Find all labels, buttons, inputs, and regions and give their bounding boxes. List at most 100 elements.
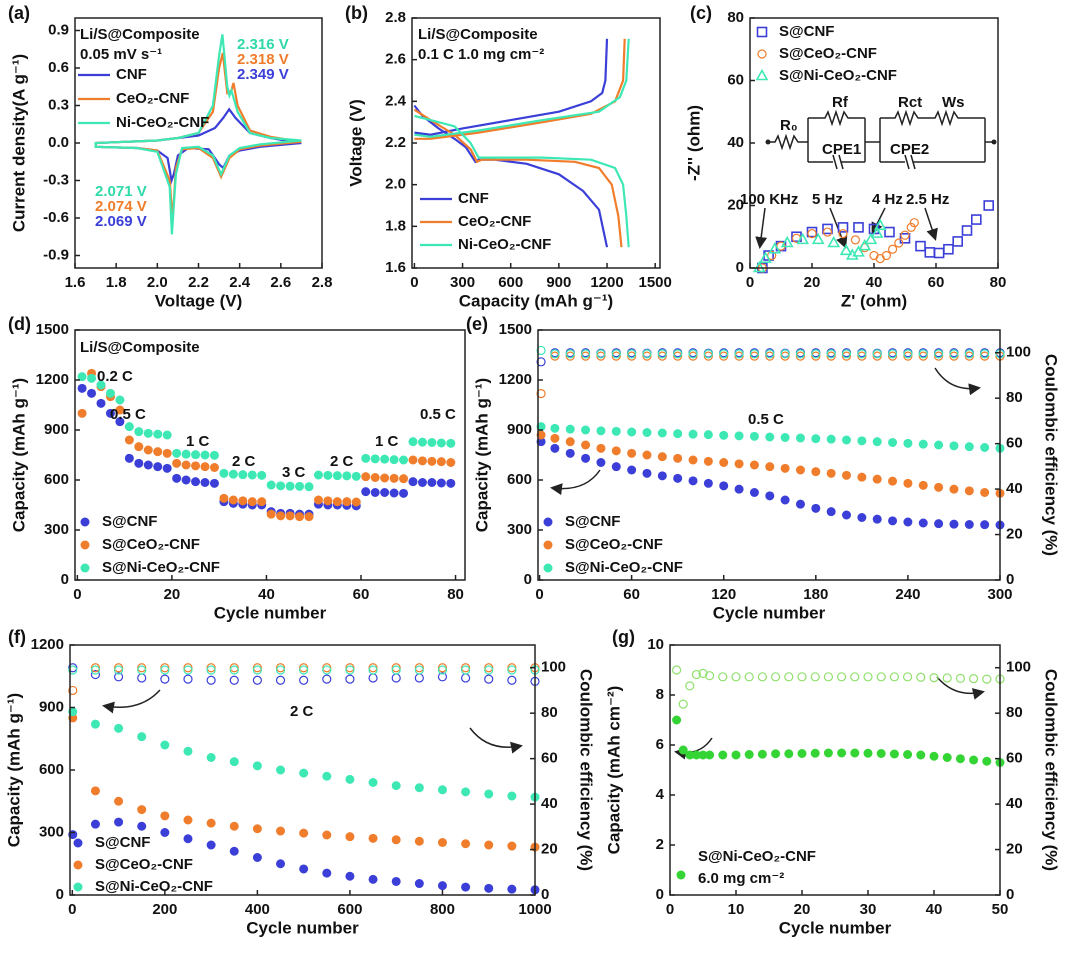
point [887,351,898,361]
circuit [765,109,997,170]
point [734,351,744,361]
x-tick-label: 1200 [590,274,623,291]
annotation: 0.5 C [748,411,784,428]
annotation: 2 C [330,453,354,470]
point [934,519,944,529]
x-tick-label: 2.2 [188,274,209,291]
annotation: Ws [942,94,965,111]
point [765,491,775,501]
y-axis-label: Capacity (mAh g⁻¹) [4,693,23,847]
point [719,458,729,467]
point [731,672,741,682]
annotation: Rct [898,94,922,111]
point [299,828,309,838]
point [229,675,239,685]
point [642,351,652,361]
point [200,450,210,460]
panel-label: (a) [8,3,30,23]
point [391,835,401,845]
y-axis-label: Current density(A g⁻¹) [9,54,28,232]
point [942,673,952,683]
x-tick-label: 2.8 [312,274,333,291]
panel-label: (b) [345,3,368,23]
point [811,232,825,245]
point [162,463,172,473]
point [872,351,882,361]
point [323,496,333,506]
point [596,443,606,453]
y-tick-label: 300 [507,521,532,538]
point [581,453,591,463]
panel: (a) 1.6 1.8 2.0 2.2 2.4 2.6 2.8 -0.9 -0.6 -0.3 0.0 0… [8,3,332,311]
panel: (d) 0 20 40 60 80 0 300 600 900 1200 1500 Cycle numb… [8,314,466,622]
point [137,673,147,683]
y-tick-label: 1200 [31,636,64,653]
point [795,349,806,359]
point [536,422,546,432]
annotation: 0.2 C [97,368,133,385]
point [765,432,775,442]
point [437,785,447,795]
y-tick-label: 2.2 [385,134,406,151]
annotation: 2.069 V [95,213,147,230]
point [842,470,852,480]
point [837,748,847,758]
legend-swatch [543,563,553,573]
x-tick-label: 0 [746,274,754,291]
x-tick-label: 2.0 [147,274,168,291]
point [115,417,125,427]
point [437,881,447,891]
point [113,672,124,682]
point [841,349,852,359]
y2-tick-label: 60 [1006,435,1023,452]
point [915,240,926,252]
annotation: 1 C [186,433,210,450]
point [797,672,807,682]
point [295,512,305,522]
point [313,470,323,480]
point [391,665,401,675]
point [162,430,172,440]
point [191,450,201,460]
point [580,349,591,359]
point [206,818,216,828]
point [417,456,427,466]
y-tick-label: 1500 [36,321,69,338]
x-tick-label: 80 [447,586,464,603]
x-tick-label: 20 [794,901,811,918]
x-tick-label: 60 [928,274,945,291]
point [370,454,380,464]
y-tick-label: 4 [656,786,665,803]
point [460,665,471,675]
point [322,830,332,840]
point [955,754,965,764]
point [206,675,216,685]
point [417,437,427,447]
point [370,473,380,482]
point [964,442,974,452]
y-tick-label: 40 [727,134,744,151]
point [391,663,401,673]
legend-swatch [756,26,768,38]
point [276,481,286,491]
x-tick-label: 60 [623,586,640,603]
y-tick-label: 600 [39,761,64,778]
panel: (b) 0 300 600 900 1200 1500 1.6 1.8 2.0 2.2 2.4 2.6 2… [345,3,672,311]
point [955,673,966,684]
point [968,674,979,684]
point [744,750,754,759]
point [134,458,144,468]
point [389,455,399,465]
point [68,665,78,675]
x-tick-label: 80 [990,274,1007,291]
y-tick-label: 1200 [499,371,532,388]
point [657,428,667,438]
point [143,428,153,438]
point [285,511,295,521]
x-tick-label: 20 [164,586,181,603]
point [461,882,471,892]
point [484,674,494,684]
legend-swatch [73,838,83,848]
point [437,672,448,682]
